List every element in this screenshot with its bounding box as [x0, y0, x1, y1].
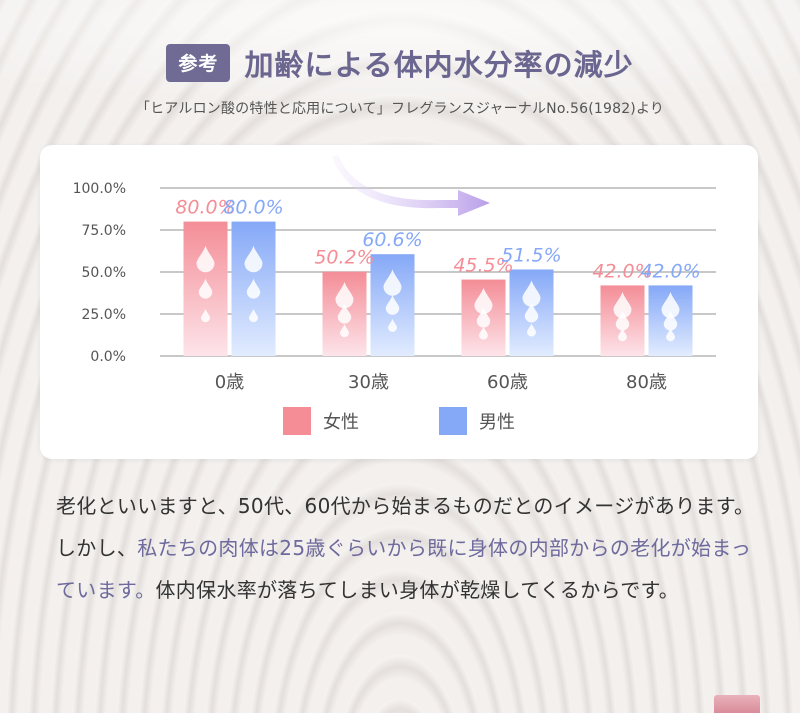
x-tick-label: 30歳	[348, 372, 389, 393]
y-tick-label: 100.0%	[73, 181, 126, 197]
x-tick-label: 80歳	[626, 372, 667, 393]
data-label-female: 50.2%	[314, 247, 374, 269]
water-drop-icon	[476, 307, 491, 328]
water-drop-icon	[340, 323, 349, 338]
water-drop-icon	[201, 308, 210, 323]
water-drop-icon	[618, 328, 627, 342]
water-drop-icon	[661, 291, 680, 319]
data-label-female: 42.0%	[592, 260, 652, 282]
water-drop-icon	[663, 310, 678, 331]
water-drop-icon	[479, 326, 488, 340]
water-drop-icon	[337, 303, 352, 324]
water-drop-icon	[246, 278, 261, 299]
water-drop-icon	[196, 245, 215, 273]
y-tick-label: 25.0%	[82, 307, 126, 323]
data-label-male: 60.6%	[362, 229, 422, 251]
water-drop-icon	[522, 280, 541, 307]
data-label-male: 42.0%	[640, 260, 700, 282]
y-tick-label: 75.0%	[82, 223, 126, 239]
body-text-part1: 老化といいますと、50代、60代から始まるものだとのイメージがあります。しかし、	[56, 494, 755, 560]
x-tick-label: 0歳	[215, 372, 244, 393]
y-tick-label: 0.0%	[90, 349, 126, 365]
data-label-male: 80.0%	[223, 197, 283, 219]
trend-arrow-icon	[332, 155, 490, 216]
y-tick-label: 50.0%	[82, 265, 126, 281]
legend-swatch-male	[439, 407, 467, 435]
bar-chart: 0.0% 25.0% 50.0% 75.0% 100.0% 0歳 80.0%80.0% 30…	[73, 155, 716, 393]
legend-item-female: 女性	[283, 407, 359, 435]
water-drop-icon	[613, 291, 632, 319]
reference-badge: 参考	[166, 44, 231, 82]
source-citation: 「ヒアルロン酸の特性と応用について」フレグランスジャーナルNo.56(1982)…	[135, 101, 665, 117]
legend-swatch-female	[283, 407, 311, 435]
chart-panel: 0.0% 25.0% 50.0% 75.0% 100.0% 0歳 80.0% 80.0% 30…	[40, 145, 758, 459]
water-drop-icon	[244, 245, 263, 273]
water-drop-icon	[615, 310, 630, 331]
legend-label-female: 女性	[323, 412, 359, 433]
water-drop-icon	[383, 269, 402, 296]
water-drop-icon	[524, 302, 539, 323]
water-drop-icon	[474, 287, 493, 315]
water-drop-icon	[388, 318, 397, 332]
page-title: 加齢による体内水分率の減少	[244, 48, 634, 82]
body-text-part2: 体内保水率が落ちてしまい身体が乾燥してくるからです。	[155, 578, 680, 602]
water-drop-icon	[249, 308, 258, 323]
body-paragraph: 老化といいますと、50代、60代から始まるものだとのイメージがあります。しかし、…	[56, 485, 756, 611]
title-row: 参考 加齢による体内水分率の減少	[0, 42, 800, 84]
data-label-male: 51.5%	[501, 244, 561, 266]
legend: 女性 男性	[40, 407, 758, 435]
water-drop-icon	[385, 294, 400, 315]
body-text-highlight: 私たちの肉体は25歳ぐらいから既に身体の内部からの老化が始まっています。	[56, 536, 752, 602]
data-label-female: 80.0%	[175, 197, 235, 219]
water-drop-icon	[527, 323, 536, 337]
water-drop-icon	[335, 281, 354, 309]
legend-label-male: 男性	[479, 412, 515, 433]
water-drop-icon	[666, 328, 675, 342]
water-drop-icon	[198, 278, 213, 299]
x-tick-label: 60歳	[487, 372, 528, 393]
data-label-female: 45.5%	[453, 255, 513, 277]
legend-item-male: 男性	[439, 407, 515, 435]
header: 参考 加齢による体内水分率の減少 「ヒアルロン酸の特性と応用について」フレグラン…	[0, 42, 800, 118]
corner-tab	[714, 695, 760, 713]
